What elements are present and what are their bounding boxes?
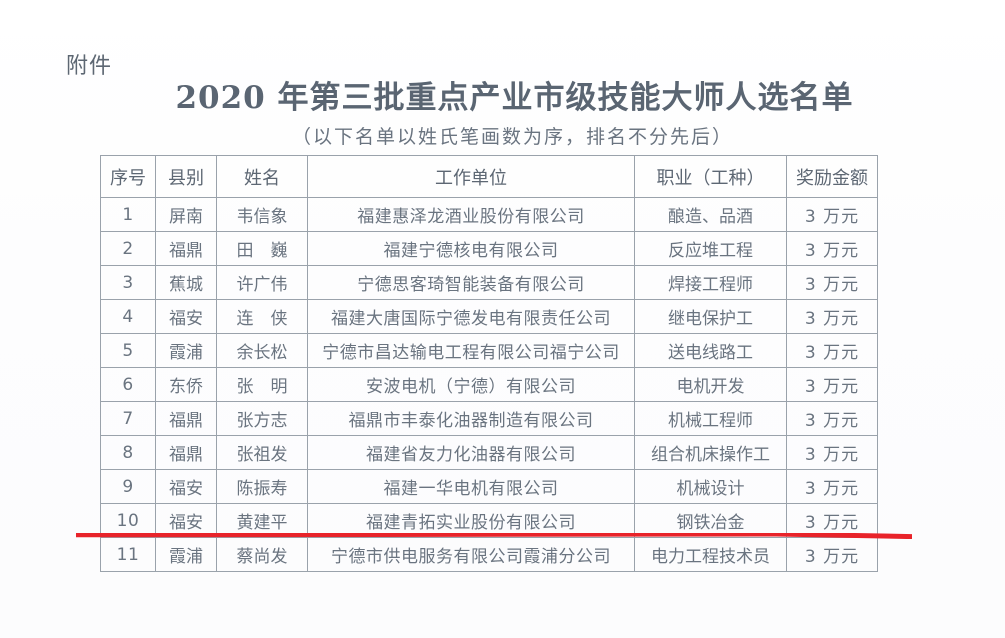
cell-name: 连 侠 — [216, 299, 308, 334]
column-header-seq: 序号 — [100, 155, 156, 198]
cell-occupation: 钢铁冶金 — [634, 503, 787, 538]
table-row: 1 屏南 韦信象 福建惠泽龙酒业股份有限公司 酿造、品酒 3 万元 — [100, 197, 878, 232]
table-row: 6 东侨张 明安波电机（宁德）有限公司 电机开发 3 万元 — [100, 367, 878, 402]
table-row: 10 福安 黄建平 福建青拓实业股份有限公司 钢铁冶金 3 万元 — [100, 503, 878, 538]
cell-seq: 6 — [100, 367, 156, 402]
cell-name: 张祖发 — [216, 435, 308, 470]
cell-unit: 宁德市昌达输电工程有限公司福宁公司 — [307, 333, 635, 368]
cell-seq: 2 — [100, 231, 156, 266]
cell-award: 3 万元 — [786, 367, 878, 402]
cell-unit: 福建大唐国际宁德发电有限责任公司 — [307, 299, 635, 334]
cell-county: 福安 — [155, 299, 217, 334]
cell-seq: 11 — [100, 537, 156, 572]
cell-county: 福鼎 — [155, 401, 217, 436]
cell-seq: 10 — [100, 503, 156, 538]
cell-seq: 8 — [100, 435, 156, 470]
table-row: 11 霞浦 蔡尚发 宁德市供电服务有限公司霞浦分公司 电力工程技术员 3 万元 — [100, 537, 878, 572]
cell-name: 韦信象 — [216, 197, 308, 232]
cell-county: 霞浦 — [155, 537, 217, 572]
cell-county: 福安 — [155, 503, 217, 538]
document-subtitle: （以下名单以姓氏笔画数为序，排名不分先后） — [291, 126, 733, 148]
table-header-row: 序号 县别 姓名 工作单位 职业（工种） 奖励金额 — [100, 155, 878, 198]
cell-county: 霞浦 — [155, 333, 217, 368]
table-row: 7 福鼎 张方志 福鼎市丰泰化油器制造有限公司 机械工程师 3 万元 — [100, 401, 878, 436]
cell-unit: 宁德市供电服务有限公司霞浦分公司 — [307, 537, 635, 572]
cell-occupation: 酿造、品酒 — [634, 197, 787, 232]
cell-occupation: 反应堆工程 — [634, 231, 787, 266]
cell-seq: 9 — [100, 469, 156, 504]
cell-name: 田 巍 — [216, 231, 308, 266]
table-row: 4 福安连 侠福建大唐国际宁德发电有限责任公司 继电保护工 3 万元 — [100, 299, 878, 334]
cell-unit: 宁德思客琦智能装备有限公司 — [307, 265, 635, 300]
cell-unit: 福建一华电机有限公司 — [307, 469, 635, 504]
cell-occupation: 送电线路工 — [634, 333, 787, 368]
cell-county: 屏南 — [155, 197, 217, 232]
cell-award: 3 万元 — [786, 435, 878, 470]
attachment-label: 附件 — [66, 54, 113, 79]
cell-seq: 1 — [100, 197, 156, 232]
table-header: 序号 县别 姓名 工作单位 职业（工种） 奖励金额 — [100, 155, 878, 198]
cell-name: 许广伟 — [216, 265, 308, 300]
document-title: 2020 年第三批重点产业市级技能大师人选名单 — [175, 80, 854, 116]
cell-award: 3 万元 — [786, 299, 878, 334]
cell-seq: 7 — [100, 401, 156, 436]
cell-unit: 福建省友力化油器有限公司 — [307, 435, 635, 470]
cell-occupation: 电机开发 — [634, 367, 787, 402]
cell-unit: 福建宁德核电有限公司 — [307, 231, 635, 266]
cell-award: 3 万元 — [786, 401, 878, 436]
cell-county: 蕉城 — [155, 265, 217, 300]
table-row: 2 福鼎田 巍福建宁德核电有限公司 反应堆工程 3 万元 — [100, 231, 878, 266]
cell-award: 3 万元 — [786, 537, 878, 572]
cell-award: 3 万元 — [786, 197, 878, 232]
cell-seq: 4 — [100, 299, 156, 334]
cell-name: 余长松 — [216, 333, 308, 368]
cell-unit: 福建惠泽龙酒业股份有限公司 — [307, 197, 635, 232]
table-row: 9 福安 陈振寿 福建一华电机有限公司 机械设计 3 万元 — [100, 469, 878, 504]
cell-award: 3 万元 — [786, 333, 878, 368]
cell-award: 3 万元 — [786, 503, 878, 538]
cell-occupation: 组合机床操作工 — [634, 435, 787, 470]
cell-unit: 福鼎市丰泰化油器制造有限公司 — [307, 401, 635, 436]
cell-occupation: 机械设计 — [634, 469, 787, 504]
cell-county: 东侨 — [155, 367, 217, 402]
cell-county: 福鼎 — [155, 435, 217, 470]
cell-county: 福安 — [155, 469, 217, 504]
cell-unit: 福建青拓实业股份有限公司 — [307, 503, 635, 538]
table-body: 1 屏南 韦信象 福建惠泽龙酒业股份有限公司 酿造、品酒 3 万元 2 福鼎田 巍福建宁德核电… — [100, 197, 878, 572]
cell-occupation: 电力工程技术员 — [634, 537, 787, 572]
cell-county: 福鼎 — [155, 231, 217, 266]
column-header-unit: 工作单位 — [307, 155, 635, 198]
column-header-county: 县别 — [155, 155, 217, 198]
table-row: 8 福鼎 张祖发 福建省友力化油器有限公司 组合机床操作工 3 万元 — [100, 435, 878, 470]
cell-award: 3 万元 — [786, 231, 878, 266]
table-row: 5 霞浦 余长松 宁德市昌达输电工程有限公司福宁公司 送电线路工 3 万元 — [100, 333, 878, 368]
column-header-occupation: 职业（工种） — [634, 155, 787, 198]
cell-award: 3 万元 — [786, 265, 878, 300]
roster-table: 序号 县别 姓名 工作单位 职业（工种） 奖励金额 1 屏南 韦信象 福建惠泽龙酒业股… — [100, 155, 878, 572]
cell-name: 陈振寿 — [216, 469, 308, 504]
cell-name: 张 明 — [216, 367, 308, 402]
cell-occupation: 继电保护工 — [634, 299, 787, 334]
cell-seq: 5 — [100, 333, 156, 368]
cell-unit: 安波电机（宁德）有限公司 — [307, 367, 635, 402]
cell-name: 黄建平 — [216, 503, 308, 538]
cell-occupation: 机械工程师 — [634, 401, 787, 436]
column-header-name: 姓名 — [216, 155, 308, 198]
cell-occupation: 焊接工程师 — [634, 265, 787, 300]
column-header-award: 奖励金额 — [786, 155, 878, 198]
cell-name: 张方志 — [216, 401, 308, 436]
cell-award: 3 万元 — [786, 469, 878, 504]
table-row: 3 蕉城 许广伟 宁德思客琦智能装备有限公司 焊接工程师 3 万元 — [100, 265, 878, 300]
cell-seq: 3 — [100, 265, 156, 300]
cell-name: 蔡尚发 — [216, 537, 308, 572]
